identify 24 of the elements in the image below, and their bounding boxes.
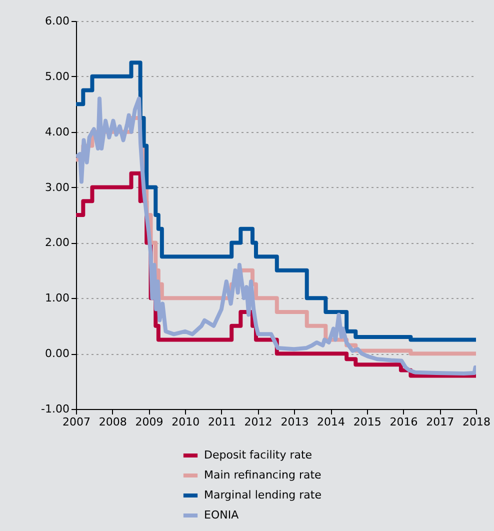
x-tick-label: 2018 xyxy=(462,416,490,428)
x-tick-label: 2016 xyxy=(390,416,418,428)
legend-label: Main refinancing rate xyxy=(204,468,322,482)
x-tick-label: 2010 xyxy=(172,416,200,428)
x-tick-label: 2011 xyxy=(208,416,236,428)
y-tick-label: 4.00 xyxy=(45,125,70,138)
y-tick-label: 2.00 xyxy=(45,236,70,250)
x-tick-label: 2009 xyxy=(135,416,164,428)
x-tick-label: 2007 xyxy=(62,416,90,428)
x-tick-label: 2014 xyxy=(317,416,346,428)
y-tick-label: 1.00 xyxy=(45,292,70,305)
y-tick-label: 0.00 xyxy=(45,347,70,360)
x-tick-label: 2017 xyxy=(426,416,454,428)
legend-label: EONIA xyxy=(204,508,240,522)
legend-label: Marginal lending rate xyxy=(204,488,322,502)
legend-label: Deposit facility rate xyxy=(204,448,312,462)
x-tick-label: 2008 xyxy=(98,416,127,428)
y-tick-label: 5.00 xyxy=(45,70,70,83)
x-tick-label: 2012 xyxy=(244,416,272,428)
x-tick-label: 2013 xyxy=(280,416,309,428)
y-tick-label: 6.00 xyxy=(45,14,70,28)
y-tick-label: 3.00 xyxy=(45,180,70,194)
y-tick-label: -1.00 xyxy=(41,402,70,416)
x-tick-label: 2015 xyxy=(353,416,382,428)
